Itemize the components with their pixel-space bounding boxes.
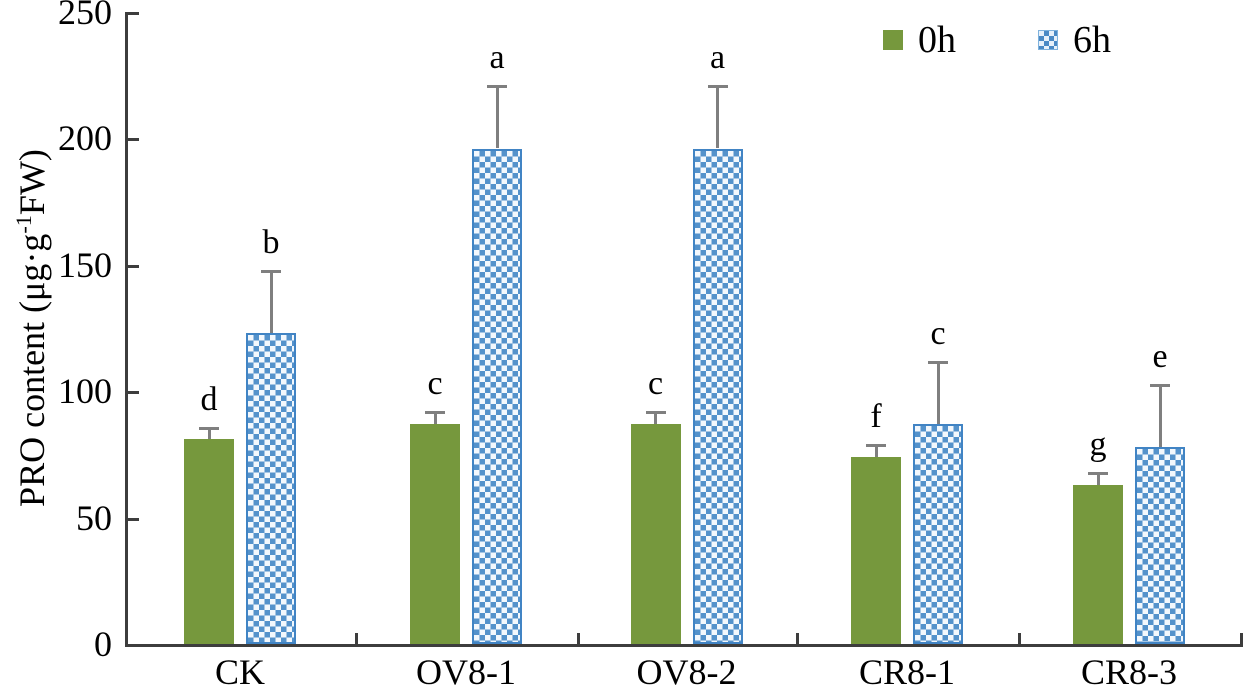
error-bar-cap-6h-OV8-1 <box>487 85 507 89</box>
x-category-label-CK: CK <box>214 652 265 691</box>
bar-6h-CR8-3 <box>1135 446 1185 644</box>
error-bar-cap-0h-CR8-3 <box>1088 472 1108 476</box>
x-axis-tick <box>577 633 580 644</box>
bar-0h-CK <box>184 439 234 644</box>
y-axis-tick <box>128 12 139 15</box>
y-axis-tick <box>128 517 139 521</box>
y-axis-tick <box>128 391 139 395</box>
error-bar-cap-0h-CR8-1 <box>866 444 886 448</box>
error-bar-cap-0h-OV8-2 <box>645 411 666 415</box>
significance-letter-6h-CR8-3: e <box>1152 337 1168 375</box>
legend-label-0h: 0h <box>918 19 956 61</box>
y-tick-label: 100 <box>58 371 112 412</box>
y-axis-title-superscript: -1 <box>11 215 36 234</box>
significance-letter-0h-CK: d <box>200 380 218 418</box>
error-bar-line-6h-CK <box>269 269 273 334</box>
error-bar-cap-6h-OV8-2 <box>707 85 728 89</box>
y-tick-label: 0 <box>94 624 112 664</box>
error-bar-line-0h-CK <box>207 426 211 440</box>
significance-letter-0h-OV8-2: c <box>647 365 664 403</box>
x-category-label-CR8-3: CR8-3 <box>1080 652 1177 691</box>
error-bar-line-0h-CR8-1 <box>874 444 878 457</box>
significance-letter-0h-CR8-1: f <box>870 398 882 436</box>
error-bar-line-6h-OV8-2 <box>716 85 719 149</box>
x-axis-tick <box>796 633 799 644</box>
y-tick-label: 50 <box>76 497 112 538</box>
error-bar-line-6h-OV8-1 <box>495 85 499 149</box>
y-tick-label: 200 <box>58 118 112 159</box>
legend-swatch-0h <box>883 30 903 50</box>
error-bar-cap-0h-CK <box>199 426 219 430</box>
error-bar-cap-6h-CR8-1 <box>928 360 948 364</box>
significance-letter-0h-OV8-1: c <box>427 365 443 403</box>
bar-0h-OV8-1 <box>410 424 460 644</box>
y-axis-tick <box>128 138 139 142</box>
error-bar-line-0h-OV8-1 <box>433 411 437 425</box>
bar-6h-CR8-1 <box>913 424 963 644</box>
y-axis-line <box>125 12 128 647</box>
legend-item-6h: 6h <box>1038 18 1111 62</box>
legend-label-6h: 6h <box>1073 19 1111 61</box>
x-category-label-OV8-2: OV8-2 <box>636 652 737 691</box>
x-category-label-OV8-1: OV8-1 <box>416 652 516 691</box>
x-axis-line <box>125 644 1243 647</box>
y-axis-tick <box>128 264 139 268</box>
error-bar-cap-0h-OV8-1 <box>425 411 445 415</box>
bar-6h-OV8-2 <box>692 148 743 644</box>
error-bar-line-6h-CR8-3 <box>1158 383 1162 447</box>
error-bar-line-0h-CR8-3 <box>1096 472 1100 485</box>
legend-swatch-6h <box>1038 30 1058 50</box>
significance-letter-6h-OV8-2: a <box>709 39 726 77</box>
error-bar-cap-6h-CK <box>261 269 281 273</box>
x-axis-tick <box>1240 633 1243 644</box>
error-bar-line-0h-OV8-2 <box>654 411 657 425</box>
bar-6h-OV8-1 <box>472 148 522 644</box>
significance-letter-0h-CR8-3: g <box>1089 426 1107 464</box>
significance-letter-6h-OV8-1: a <box>489 39 505 77</box>
bar-0h-OV8-2 <box>630 424 681 644</box>
bar-6h-CK <box>246 333 296 644</box>
y-tick-label: 150 <box>58 244 112 285</box>
legend-item-0h: 0h <box>883 18 956 62</box>
bar-0h-CR8-3 <box>1073 484 1123 644</box>
significance-letter-6h-CR8-1: c <box>930 314 946 352</box>
x-axis-tick <box>1018 633 1021 644</box>
significance-letter-6h-CK: b <box>262 223 280 261</box>
error-bar-line-6h-CR8-1 <box>936 360 940 425</box>
y-axis-title-suffix: FW) <box>12 149 52 216</box>
error-bar-cap-6h-CR8-3 <box>1150 383 1170 387</box>
bar-0h-CR8-1 <box>851 456 901 644</box>
y-tick-label: 250 <box>58 0 112 32</box>
x-axis-tick <box>355 633 358 644</box>
x-category-label-CR8-1: CR8-1 <box>858 652 955 691</box>
